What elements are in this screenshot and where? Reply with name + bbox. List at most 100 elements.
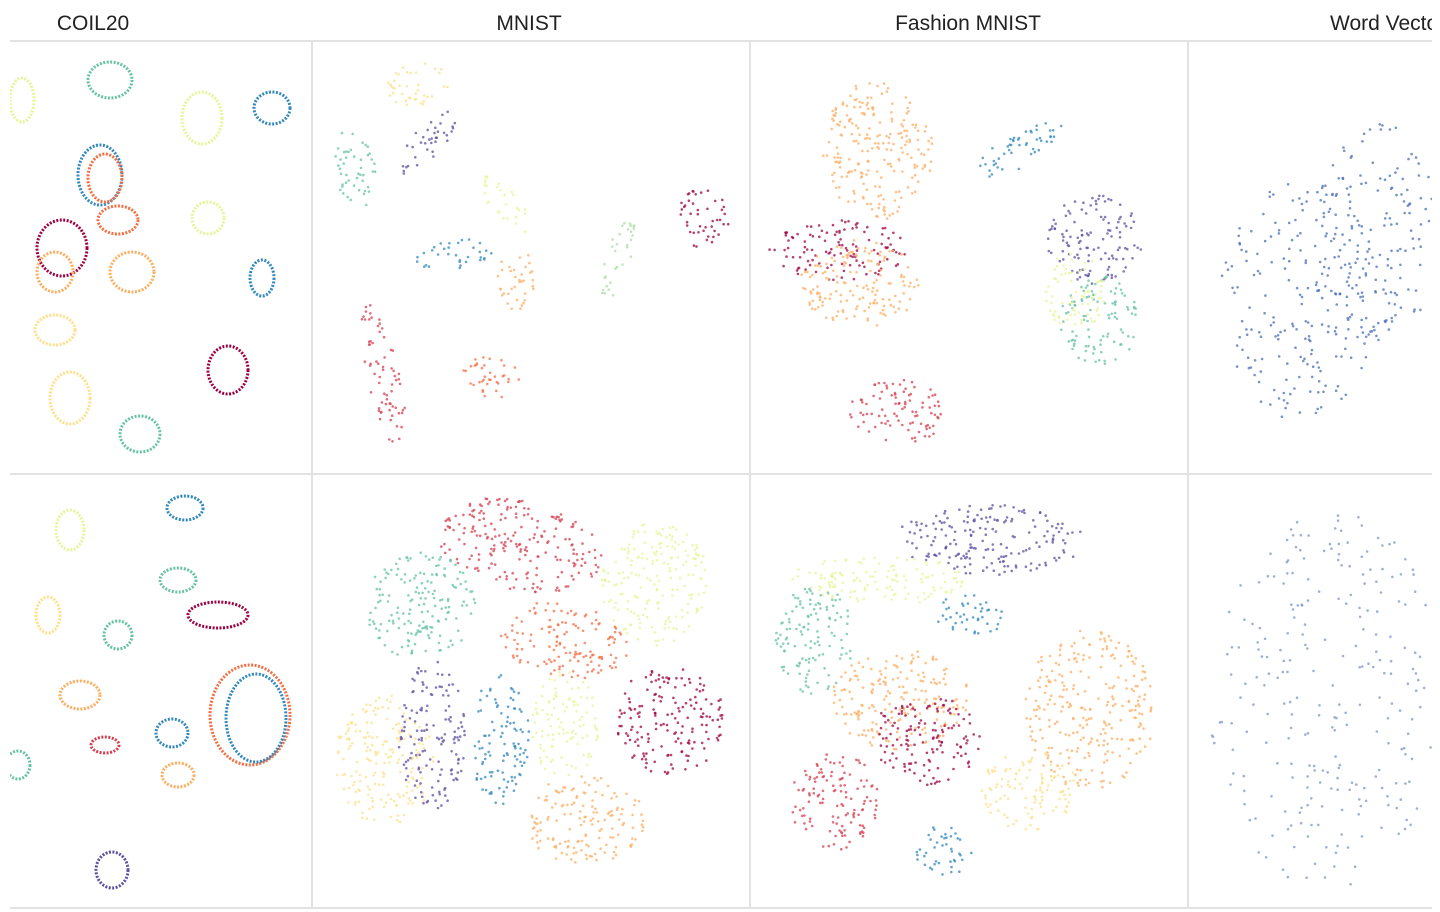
point [832, 784, 835, 787]
point [1300, 806, 1303, 810]
point [952, 577, 956, 580]
point [1082, 318, 1086, 322]
point [413, 577, 416, 580]
point [1052, 534, 1055, 537]
point [416, 255, 419, 259]
point [610, 245, 614, 248]
point [415, 260, 419, 263]
point [835, 146, 839, 149]
point [991, 147, 994, 150]
point [867, 169, 870, 172]
point [828, 251, 832, 254]
point [1322, 549, 1326, 553]
point [531, 735, 535, 739]
point [1312, 764, 1316, 768]
point [808, 263, 812, 267]
point [937, 416, 940, 420]
point [907, 110, 910, 113]
point [554, 802, 557, 805]
point [381, 705, 384, 709]
point [345, 737, 349, 741]
point [517, 500, 521, 504]
point [846, 256, 849, 260]
point [1310, 797, 1313, 800]
point [574, 732, 578, 736]
point [913, 771, 916, 775]
point [512, 656, 515, 659]
point [513, 776, 517, 779]
point [960, 557, 963, 560]
point [1317, 380, 1321, 383]
point [856, 787, 859, 790]
point [1036, 828, 1039, 831]
point [536, 841, 539, 844]
point [1133, 244, 1136, 247]
point [404, 99, 408, 103]
point [864, 734, 868, 737]
point [412, 690, 415, 693]
point [1068, 271, 1071, 275]
point [935, 718, 939, 721]
point [900, 146, 903, 150]
point [522, 513, 526, 517]
point [688, 594, 692, 597]
point [966, 602, 970, 605]
point [574, 612, 578, 615]
point [545, 798, 549, 802]
point [575, 796, 578, 799]
point [460, 639, 463, 642]
point [342, 773, 345, 777]
point [572, 721, 576, 724]
point [965, 699, 968, 702]
point [902, 574, 906, 578]
point [438, 792, 442, 796]
point [883, 761, 887, 764]
point [1313, 862, 1317, 866]
point [1086, 313, 1089, 316]
point [557, 655, 560, 659]
point [655, 559, 659, 562]
point [506, 302, 510, 305]
point [518, 660, 522, 664]
point [943, 512, 946, 515]
point [1120, 292, 1124, 295]
point [1103, 200, 1107, 203]
point [506, 715, 510, 719]
point [1354, 644, 1358, 648]
point [834, 290, 838, 293]
point [394, 100, 398, 104]
point [593, 724, 597, 727]
point [654, 639, 657, 643]
point [809, 646, 812, 650]
point [532, 536, 536, 540]
point [561, 673, 565, 677]
point [841, 574, 844, 577]
point [641, 829, 644, 833]
point [607, 643, 611, 647]
point [1077, 311, 1081, 314]
point [816, 640, 820, 643]
point [873, 813, 876, 817]
point [1256, 269, 1260, 273]
point [1102, 280, 1105, 283]
point [895, 654, 898, 658]
point [1229, 783, 1232, 786]
point [1106, 332, 1110, 336]
point [1345, 304, 1349, 307]
point [1379, 128, 1383, 131]
point [998, 573, 1001, 576]
point [1380, 786, 1384, 790]
point [575, 552, 578, 556]
point [1424, 207, 1427, 211]
point [601, 288, 605, 292]
point [867, 259, 870, 262]
point [629, 564, 633, 567]
point [886, 690, 890, 693]
point [407, 780, 410, 784]
point [902, 119, 906, 122]
point [1082, 201, 1085, 204]
point [906, 186, 910, 189]
point [956, 565, 959, 569]
point [1073, 255, 1076, 259]
point [1141, 670, 1145, 673]
